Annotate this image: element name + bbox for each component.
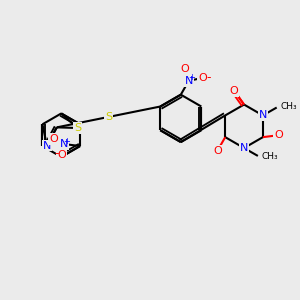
- Text: O: O: [49, 134, 58, 144]
- Text: +: +: [63, 136, 70, 146]
- Text: +: +: [188, 74, 195, 82]
- Text: O: O: [198, 73, 207, 83]
- Text: N: N: [259, 110, 267, 120]
- Text: CH₃: CH₃: [280, 102, 297, 111]
- Text: O: O: [213, 146, 222, 156]
- Text: CH₃: CH₃: [262, 152, 278, 161]
- Text: S: S: [74, 123, 81, 133]
- Text: N: N: [240, 143, 248, 153]
- Text: O: O: [57, 150, 66, 160]
- Text: N: N: [184, 76, 193, 86]
- Text: N: N: [43, 141, 51, 151]
- Text: -: -: [206, 71, 211, 84]
- Text: O: O: [230, 86, 239, 96]
- Text: S: S: [105, 112, 112, 122]
- Text: O: O: [180, 64, 189, 74]
- Text: -: -: [54, 148, 58, 160]
- Text: O: O: [274, 130, 283, 140]
- Text: N: N: [60, 139, 68, 149]
